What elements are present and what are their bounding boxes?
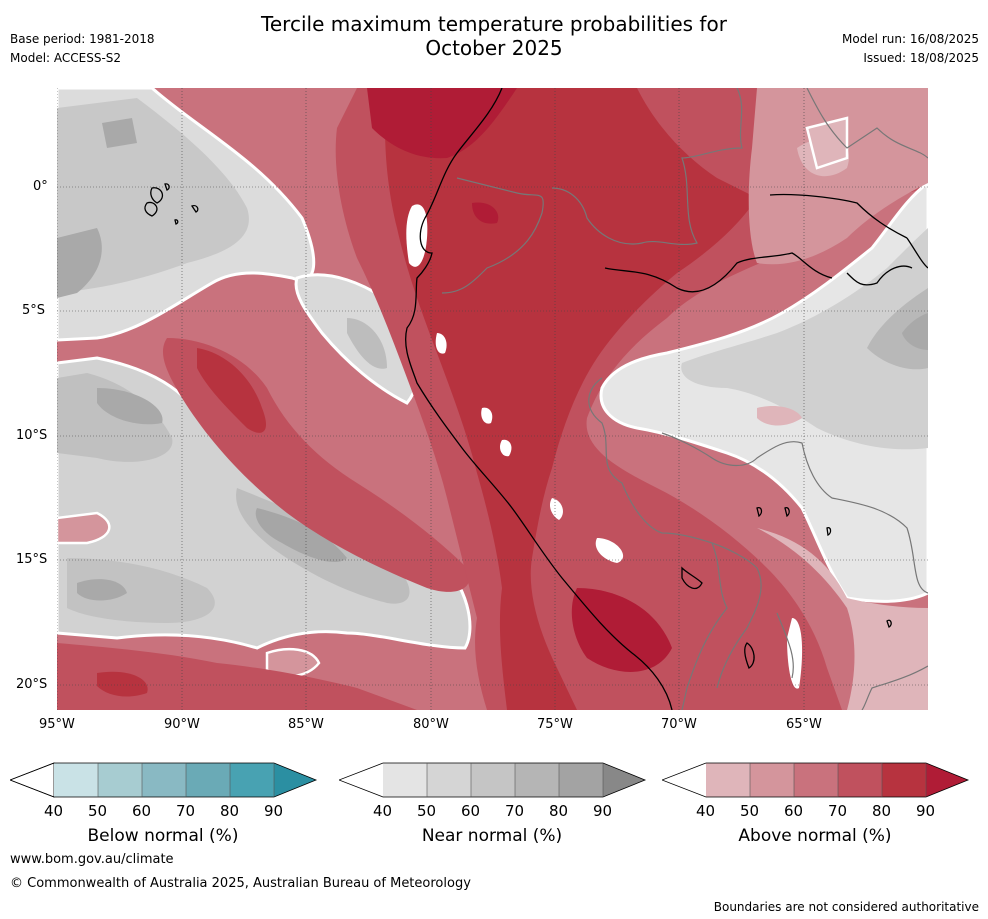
page-title: Tercile maximum temperature probabilitie…	[0, 12, 988, 60]
lat-label-20s: 20°S	[16, 677, 48, 692]
issued-label: Issued: 18/08/2025	[863, 51, 979, 65]
lat-label-5s: 5°S	[22, 303, 46, 318]
cb0-tick-60: 60	[132, 802, 152, 820]
cb0-tick-80: 80	[220, 802, 240, 820]
cb2-tick-60: 60	[784, 802, 804, 820]
colorbar-title-below: Below normal (%)	[87, 826, 239, 846]
colorbar-below-normal	[10, 762, 318, 798]
cb2-tick-50: 50	[740, 802, 760, 820]
footer-url: www.bom.gov.au/climate	[10, 852, 174, 867]
probability-map	[57, 88, 928, 710]
lon-label-80w: 80°W	[413, 717, 449, 732]
base-period-label: Base period: 1981-2018	[10, 32, 155, 46]
colorbar-title-above: Above normal (%)	[738, 826, 892, 846]
cb1-tick-40: 40	[373, 802, 393, 820]
footer-copyright: © Commonwealth of Australia 2025, Austra…	[10, 876, 471, 891]
colorbar-above-normal	[662, 762, 970, 798]
cb0-tick-50: 50	[88, 802, 108, 820]
lon-label-65w: 65°W	[786, 717, 822, 732]
cb2-tick-70: 70	[828, 802, 848, 820]
lat-label-0: 0°	[33, 179, 48, 194]
lon-label-90w: 90°W	[164, 717, 200, 732]
cb1-tick-60: 60	[461, 802, 481, 820]
cb1-tick-50: 50	[417, 802, 437, 820]
cb2-tick-80: 80	[872, 802, 892, 820]
lon-label-85w: 85°W	[288, 717, 324, 732]
coastlines	[144, 88, 928, 710]
cb0-tick-40: 40	[44, 802, 64, 820]
lon-label-70w: 70°W	[661, 717, 697, 732]
cb0-tick-90: 90	[264, 802, 284, 820]
colorbar-title-near: Near normal (%)	[421, 826, 563, 846]
colorbar-near-normal	[339, 762, 647, 798]
cb1-tick-90: 90	[593, 802, 613, 820]
country-borders	[441, 88, 928, 710]
lon-label-95w: 95°W	[39, 717, 75, 732]
lat-label-10s: 10°S	[16, 428, 48, 443]
cb0-tick-70: 70	[176, 802, 196, 820]
cb1-tick-70: 70	[505, 802, 525, 820]
lat-label-15s: 15°S	[16, 552, 48, 567]
model-run-label: Model run: 16/08/2025	[841, 32, 979, 46]
footer-disclaimer: Boundaries are not considered authoritat…	[713, 900, 979, 914]
model-label: Model: ACCESS-S2	[10, 51, 122, 65]
cb1-tick-80: 80	[549, 802, 569, 820]
lon-label-75w: 75°W	[537, 717, 573, 732]
cb2-tick-90: 90	[916, 802, 936, 820]
cb2-tick-40: 40	[696, 802, 716, 820]
title-line-2: October 2025	[425, 36, 563, 60]
title-line-1: Tercile maximum temperature probabilitie…	[261, 12, 727, 36]
